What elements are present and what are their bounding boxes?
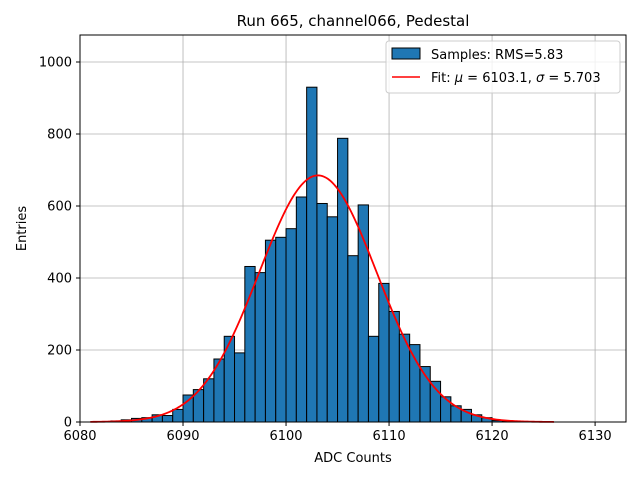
histogram-bar bbox=[409, 344, 421, 423]
y-tick-label: 200 bbox=[47, 344, 72, 359]
histogram-bar bbox=[367, 335, 380, 423]
y-tick-label: 600 bbox=[47, 200, 72, 215]
histogram-bar bbox=[326, 216, 339, 423]
legend-label-samples: Samples: RMS=5.83 bbox=[431, 48, 563, 63]
legend-box bbox=[385, 40, 621, 94]
x-tick-label: 6090 bbox=[166, 429, 199, 444]
histogram-bar bbox=[316, 202, 328, 423]
fit-curve-group bbox=[90, 174, 554, 423]
histogram-bars bbox=[100, 86, 524, 423]
histogram-bar bbox=[234, 352, 246, 423]
y-tick-label: 0 bbox=[64, 416, 72, 431]
histogram-bar bbox=[347, 255, 359, 423]
legend-fit-sigma-value: = 5.703 bbox=[544, 71, 600, 86]
x-tick-label: 6130 bbox=[579, 429, 612, 444]
legend-fit-prefix: Fit: bbox=[431, 71, 455, 86]
histogram-bar bbox=[378, 282, 390, 423]
histogram-bar bbox=[172, 408, 184, 423]
legend-swatch-samples bbox=[391, 47, 421, 60]
histogram-bar bbox=[285, 228, 297, 423]
histogram-bar bbox=[275, 236, 287, 423]
y-tick-label: 800 bbox=[47, 128, 72, 143]
histogram-bar bbox=[264, 239, 277, 423]
legend-label-fit: Fit: μ = 6103.1, σ = 5.703 bbox=[431, 71, 601, 86]
histogram-bar bbox=[254, 272, 266, 423]
axis-ticks: 6080 6090 6100 6110 6120 6130 0 200 400 600 800 100… bbox=[39, 56, 612, 445]
legend-fit-mu-value: = 6103.1, bbox=[463, 71, 536, 86]
plot-frame bbox=[79, 34, 627, 423]
legend-fit-mu-symbol: μ bbox=[454, 71, 463, 86]
x-axis-label: ADC Counts bbox=[314, 451, 392, 466]
histogram-bar bbox=[203, 378, 215, 423]
histogram-bar bbox=[337, 137, 349, 423]
histogram-bar bbox=[161, 415, 174, 423]
legend: Samples: RMS=5.83 Fit: μ = 6103.1, σ = 5… bbox=[385, 40, 621, 94]
histogram-bar bbox=[295, 196, 308, 423]
x-tick-label: 6110 bbox=[373, 429, 406, 444]
histogram-bar bbox=[440, 396, 452, 423]
y-axis-label: Entries bbox=[15, 206, 30, 252]
x-tick-label: 6120 bbox=[476, 429, 509, 444]
histogram-bar bbox=[388, 310, 400, 423]
fit-curve bbox=[90, 174, 554, 423]
histogram-bar bbox=[306, 86, 318, 423]
chart-title: Run 665, channel066, Pedestal bbox=[237, 12, 470, 30]
y-tick-label: 1000 bbox=[39, 56, 72, 71]
histogram-bar bbox=[182, 394, 194, 423]
x-tick-label: 6100 bbox=[269, 429, 302, 444]
x-tick-label: 6080 bbox=[63, 429, 96, 444]
histogram-bar bbox=[244, 265, 256, 423]
y-tick-label: 400 bbox=[47, 272, 72, 287]
legend-fit-sigma-symbol: σ bbox=[536, 71, 545, 86]
